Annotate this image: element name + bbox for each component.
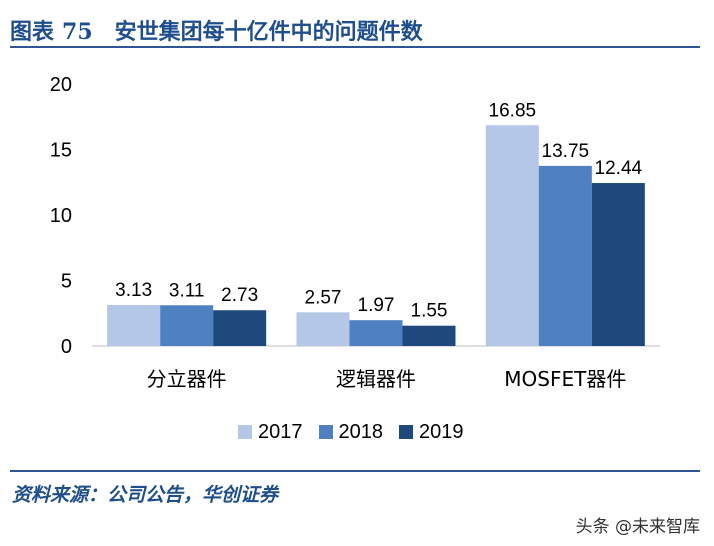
data-label: 2.57 xyxy=(305,287,342,308)
legend-label: 2018 xyxy=(338,420,384,443)
figure-header: 图表 75 安世集团每十亿件中的问题件数 xyxy=(10,6,700,46)
legend-swatch xyxy=(399,425,413,439)
chart-title: 安世集团每十亿件中的问题件数 xyxy=(114,19,423,45)
x-category-label: 逻辑器件 xyxy=(336,367,416,391)
bar-2017-3 xyxy=(485,125,539,346)
data-label: 3.11 xyxy=(169,280,205,301)
legend-label: 2017 xyxy=(258,420,303,443)
data-label: 3.13 xyxy=(115,280,152,301)
bar-2018-3 xyxy=(538,165,592,346)
source-note: 资料来源：公司公告，华创证券 xyxy=(12,484,279,506)
legend-swatch xyxy=(238,425,252,439)
data-label: 12.44 xyxy=(595,158,643,179)
bar-chart: 0 5 10 15 20 3.13 3.11 2.73 分立器件 2.57 1.97 1.55 逻辑器件… xyxy=(50,74,660,391)
y-tick-label: 5 xyxy=(61,271,72,293)
bar-2019-2 xyxy=(402,325,456,346)
data-label: 1.55 xyxy=(411,301,448,322)
footer-rule xyxy=(10,470,700,472)
x-category-label: 分立器件 xyxy=(147,367,227,391)
bar-2018-1 xyxy=(160,305,214,346)
y-tick-label: 15 xyxy=(50,140,72,162)
bar-2018-2 xyxy=(349,320,403,346)
data-label: 13.75 xyxy=(542,141,590,162)
figure-number: 75 xyxy=(62,19,93,45)
data-label: 2.73 xyxy=(221,285,258,306)
y-tick-label: 0 xyxy=(61,336,72,358)
legend-swatch xyxy=(318,425,333,439)
legend-item: 2019 xyxy=(399,421,464,444)
figure-title: 图表 75 安世集团每十亿件中的问题件数 xyxy=(10,14,423,46)
y-tick-label: 10 xyxy=(50,205,72,227)
bar-2019-1 xyxy=(213,310,267,346)
bar-2017-2 xyxy=(296,312,350,346)
watermark: 头条 @未来智库 xyxy=(575,517,700,537)
x-category-label: MOSFET器件 xyxy=(504,367,626,391)
legend-label: 2019 xyxy=(419,420,464,443)
legend-item: 2017 xyxy=(238,421,303,444)
data-label: 1.97 xyxy=(358,295,395,316)
figure-label: 图表 xyxy=(10,19,55,45)
header-rule xyxy=(10,46,700,48)
data-label: 16.85 xyxy=(489,100,537,121)
legend-item: 2018 xyxy=(318,420,384,444)
bar-2019-3 xyxy=(591,183,645,346)
chart-legend: 2017 2018 2019 xyxy=(238,418,480,446)
bar-2017-1 xyxy=(107,304,161,346)
y-tick-label: 20 xyxy=(50,74,72,96)
